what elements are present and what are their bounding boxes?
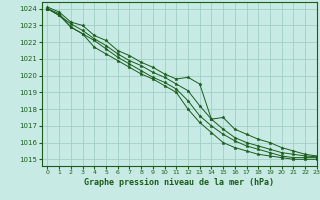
X-axis label: Graphe pression niveau de la mer (hPa): Graphe pression niveau de la mer (hPa) (84, 178, 274, 187)
